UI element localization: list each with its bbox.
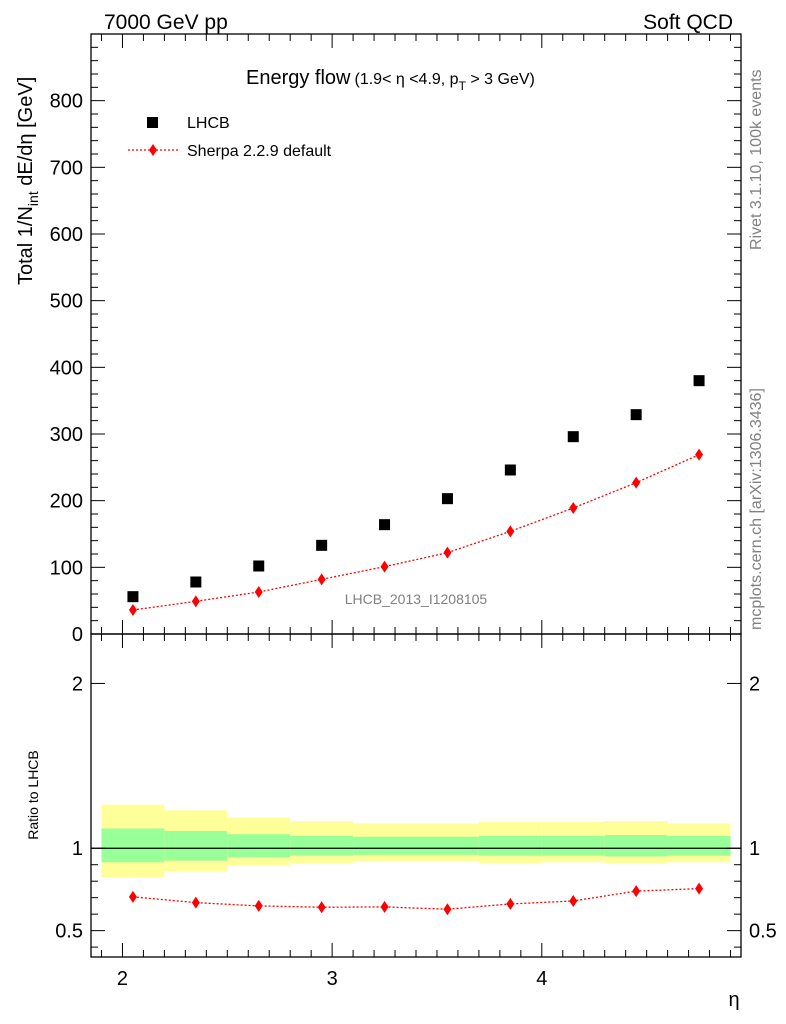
lhcb-data-point: [441, 493, 453, 505]
upper-ylabel-b: dE/dη [GeV]: [15, 77, 37, 192]
uncertainty-band-inner: [416, 836, 479, 855]
lhcb-data-point: [567, 431, 579, 443]
title-condition: (1.9< η <4.9, p: [355, 71, 459, 88]
lhcb-data-point: [253, 560, 265, 572]
mcplots-label: mcplots.cern.ch [arXiv:1306.3436]: [748, 388, 765, 630]
ratio-point: [254, 899, 263, 912]
uncertainty-band-inner: [541, 835, 605, 856]
ratio-y-tick-label: 1: [72, 838, 83, 860]
title-condition-subscript: T: [459, 79, 467, 93]
ratio-point: [128, 890, 137, 903]
sherpa-data-point: [191, 595, 200, 608]
ratio-point: [506, 897, 515, 910]
title-main: Energy flow: [246, 67, 351, 89]
ratio-point: [191, 896, 200, 909]
legend-label-sherpa: Sherpa 2.2.9 default: [187, 143, 332, 160]
sherpa-data-point: [632, 476, 641, 489]
analysis-label: LHCB_2013_I1208105: [345, 591, 488, 607]
ratio-y-tick-label: 2: [72, 673, 83, 695]
x-axis-label: η: [728, 989, 739, 1011]
ratio-point: [380, 900, 389, 913]
x-tick-label: 2: [117, 968, 128, 990]
legend: LHCB Sherpa 2.2.9 default: [128, 115, 332, 160]
upper-y-tick-label: 300: [50, 424, 83, 446]
sherpa-data-point: [443, 546, 452, 559]
sherpa-data-point: [317, 573, 326, 586]
legend-marker-lhcb: [147, 117, 158, 128]
header-right: Soft QCD: [643, 11, 733, 34]
upper-ylabel-a: Total 1/N: [15, 206, 37, 285]
title-condition-tail: > 3 GeV): [466, 71, 535, 88]
uncertainty-band-inner: [604, 835, 668, 857]
upper-y-tick-label: 600: [50, 224, 83, 246]
lhcb-data-point: [316, 539, 328, 551]
upper-y-tick-label: 0: [72, 624, 83, 646]
ratio-point: [443, 903, 452, 916]
ratio-point: [317, 901, 326, 914]
ratio-y-tick-label: 0.5: [55, 921, 83, 943]
upper-y-axis-label: Total 1/Nint dE/dη [GeV]: [15, 77, 41, 285]
sherpa-data-point: [569, 502, 578, 514]
ratio-series-line: [132, 887, 700, 910]
uncertainty-band-inner: [478, 835, 542, 856]
upper-y-tick-label: 800: [50, 91, 83, 113]
ratio-point: [569, 894, 578, 907]
sherpa-data-point: [128, 604, 137, 616]
ratio-y-tick-label-right: 1: [749, 838, 760, 860]
ratio-point: [695, 882, 704, 895]
lhcb-data-point: [693, 375, 705, 387]
lhcb-data-point: [379, 519, 391, 531]
sherpa-data-point: [506, 525, 515, 538]
ratio-y-axis-label: Ratio to LHCB: [25, 750, 41, 839]
upper-ylabel-sub: int: [25, 191, 41, 206]
ratio-y-tick-label-right: 2: [749, 673, 760, 695]
upper-y-tick-label: 700: [50, 157, 83, 179]
lhcb-data-point: [127, 591, 139, 603]
upper-y-tick-label: 100: [50, 557, 83, 579]
uncertainty-band-inner: [227, 834, 291, 858]
legend-label-lhcb: LHCB: [187, 115, 230, 132]
lhcb-data-point: [630, 409, 642, 421]
x-tick-label: 3: [327, 968, 338, 990]
legend-marker-sherpa: [149, 144, 157, 156]
upper-y-tick-label: 500: [50, 291, 83, 313]
upper-y-tick-label: 400: [50, 357, 83, 379]
main-plot-title: Energy flow (1.9< η <4.9, pT > 3 GeV): [246, 67, 535, 93]
sherpa-series-line: [132, 454, 700, 611]
lhcb-data-point: [504, 464, 516, 476]
upper-y-tick-label: 200: [50, 491, 83, 513]
sherpa-data-point: [380, 560, 389, 573]
ratio-plot-area: 2 3 4 0.5 0.5 1 1 2 2: [55, 633, 777, 990]
uncertainty-band-inner: [290, 835, 354, 856]
header-left: 7000 GeV pp: [104, 11, 228, 34]
sherpa-data-point: [254, 586, 263, 598]
ratio-plot-frame: [90, 633, 742, 958]
sherpa-data-point: [695, 448, 704, 461]
ratio-y-tick-label-right: 0.5: [749, 921, 777, 943]
uncertainty-band-inner: [353, 836, 416, 855]
ratio-point: [632, 885, 641, 898]
rivet-version-label: Rivet 3.1.10, 100k events: [748, 69, 765, 250]
lhcb-data-point: [190, 576, 202, 588]
uncertainty-band-inner: [667, 835, 731, 856]
x-tick-label: 4: [536, 968, 547, 990]
uncertainty-band-inner: [101, 828, 165, 863]
uncertainty-band-inner: [164, 830, 228, 861]
